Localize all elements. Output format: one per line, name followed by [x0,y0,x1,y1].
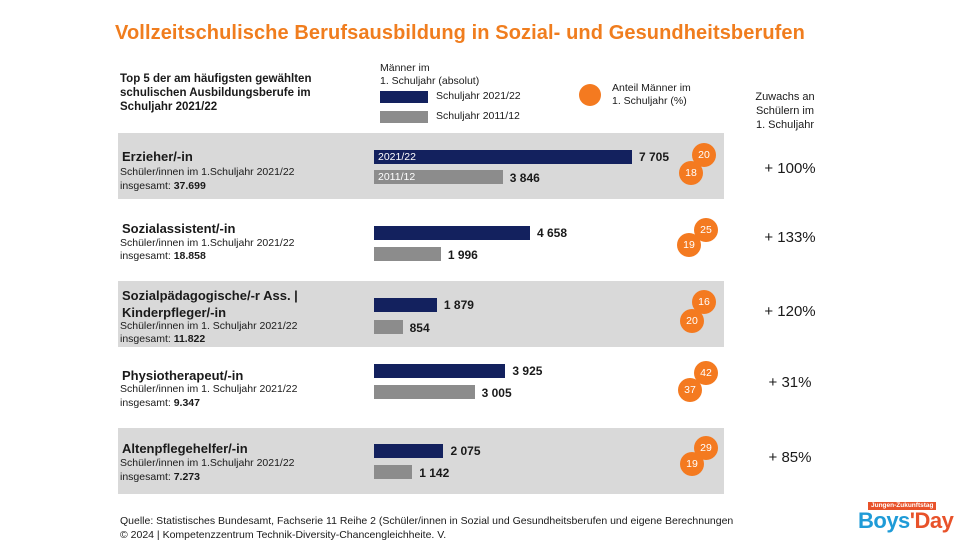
row-total: insgesamt: 11.822 [120,333,205,346]
legend-label-previous: Schuljahr 2011/12 [436,110,520,122]
bar-2011-12 [374,170,503,184]
chart-subtitle: Top 5 der am häufigsten gewählten schuli… [120,73,312,113]
growth-header: Zuwachs an Schülern im 1. Schuljahr [755,91,815,131]
page-title: Vollzeitschulische Berufsausbildung in S… [115,22,805,44]
row-subline: Schüler/innen im 1.Schuljahr 2021/22 [120,166,295,178]
row-background-5 [118,428,724,494]
row-title: Erzieher/-in [122,149,193,164]
legend-bars-header: Männer im 1. Schuljahr (absolut) [380,62,480,87]
row-title: Sozialassistent/-in [122,221,236,236]
share-bubble-2011-12: 18 [679,161,703,185]
bar-2011-12 [374,385,475,399]
bar-value-label-2021-22: 3 925 [512,364,543,378]
row-total-prefix: insgesamt: [120,333,174,345]
bar-value-label-2011-12: 1 142 [419,466,450,480]
row-subline: Schüler/innen im 1. Schuljahr 2021/22 [120,320,298,332]
row-title: Physiotherapeut/-in [122,368,244,383]
row-subline: Schüler/innen im 1.Schuljahr 2021/22 [120,237,295,249]
row-title: Altenpflegehelfer/-in [122,441,248,456]
row-total-value: 7.273 [173,471,200,483]
logo-name-part2: 'Day [909,508,954,533]
share-bubble-2011-12: 37 [678,378,702,402]
row-background-3 [118,281,724,347]
bar-value-label-2021-22: 2 075 [450,444,481,458]
bar-2011-12 [374,320,403,334]
bar-2011-12 [374,465,413,479]
row-total: insgesamt: 18.858 [120,250,206,263]
bar-2021-22 [374,298,437,312]
bar-value-label-2011-12: 3 005 [481,386,512,400]
row-total-value: 11.822 [173,333,206,345]
copyright-note: © 2024 | Kompetenzzentrum Technik-Divers… [120,529,447,541]
growth-value: + 120% [764,303,816,320]
row-total-value: 9.347 [173,397,200,409]
bar-value-label-2011-12: 3 846 [509,171,540,185]
row-total-prefix: insgesamt: [120,397,174,409]
legend-share-dot [579,84,601,106]
growth-value: + 85% [768,449,812,466]
row-total-prefix: insgesamt: [120,180,174,192]
legend-swatch-current [380,91,428,103]
share-bubble-2011-12: 19 [680,452,704,476]
logo-tagline: Jungen-Zukunftstag [868,502,937,510]
row-title: Sozialpädagogische/-r Ass. | Kinderpfleg… [122,288,298,320]
share-bubble-2011-12: 20 [680,309,704,333]
legend-label-current: Schuljahr 2021/22 [436,90,521,102]
row-total-prefix: insgesamt: [120,250,174,262]
bar-2021-22 [374,444,444,458]
row-total-value: 37.699 [173,180,206,192]
bar-inner-label-2011-12: 2011/12 [378,171,416,183]
growth-value: + 100% [764,160,816,177]
bar-2011-12 [374,247,441,261]
bar-value-label-2011-12: 854 [409,321,430,335]
bar-value-label-2021-22: 4 658 [536,226,567,240]
logo-name-part1: Boys [858,508,910,533]
growth-value: + 31% [768,374,812,391]
boys-day-logo: Jungen-Zukunftstag Boys'Day [858,502,966,534]
row-total-value: 18.858 [173,250,206,262]
row-total: insgesamt: 9.347 [120,397,200,410]
row-total-prefix: insgesamt: [120,471,174,483]
growth-value: + 133% [764,229,816,246]
bar-value-label-2011-12: 1 996 [447,248,478,262]
share-bubble-2011-12: 19 [677,233,701,257]
legend-share-label: Anteil Männer im 1. Schuljahr (%) [612,82,691,107]
source-note: Quelle: Statistisches Bundesamt, Fachser… [120,515,734,527]
row-subline: Schüler/innen im 1. Schuljahr 2021/22 [120,383,298,395]
bar-2021-22 [374,150,632,164]
legend-swatch-previous [380,111,428,123]
row-background-1 [118,133,724,199]
bar-value-label-2021-22: 7 705 [639,150,670,164]
bar-2021-22 [374,364,506,378]
row-subline: Schüler/innen im 1.Schuljahr 2021/22 [120,457,295,469]
bar-inner-label-2021-22: 2021/22 [378,151,416,163]
row-total: insgesamt: 7.273 [120,471,200,484]
bar-2021-22 [374,226,530,240]
bar-value-label-2021-22: 1 879 [443,298,474,312]
logo-wordmark: Boys'Day [858,508,954,534]
row-total: insgesamt: 37.699 [120,180,206,193]
